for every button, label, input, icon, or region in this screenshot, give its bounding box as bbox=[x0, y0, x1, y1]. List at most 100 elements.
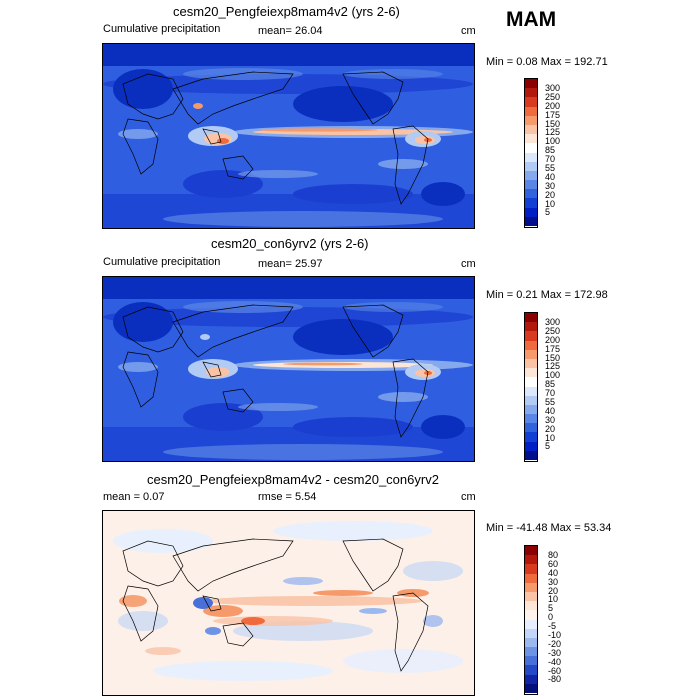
colorbar-swatch bbox=[525, 106, 537, 116]
colorbar-tick-label: -30 bbox=[548, 647, 562, 658]
colorbar-tick-label: 100 bbox=[545, 136, 561, 147]
panel-title-middle: cesm20_con6yrv2 (yrs 2-6) bbox=[211, 236, 369, 251]
panel-title-top: cesm20_Pengfeiexp8mam4v2 (yrs 2-6) bbox=[173, 4, 400, 19]
colorbar-tick-label: 5 bbox=[545, 441, 551, 452]
colorbar-bottom bbox=[524, 545, 538, 695]
colorbar-swatch bbox=[525, 432, 537, 442]
colorbar-labels-bottom: 80 60 40 30 20 10 5 0 -5 -10 -20 -30 -40… bbox=[548, 551, 561, 684]
colorbar-swatch bbox=[525, 441, 537, 451]
colorbar-tick-label: 150 bbox=[545, 352, 561, 363]
colorbar-swatch bbox=[525, 134, 537, 144]
colorbar-tick-label: 30 bbox=[548, 576, 559, 587]
colorbar-tick-label: 70 bbox=[545, 388, 556, 399]
panel-minmax-middle: Min = 0.21 Max = 172.98 bbox=[486, 289, 608, 301]
colorbar-tick-label: 80 bbox=[548, 550, 559, 560]
colorbar-swatch bbox=[525, 601, 537, 611]
panel-units-top: cm bbox=[461, 25, 476, 37]
colorbar-swatch bbox=[525, 79, 537, 89]
colorbar-swatch bbox=[525, 423, 537, 433]
colorbar-swatch bbox=[525, 647, 537, 657]
colorbar-tick-label: -40 bbox=[548, 656, 562, 667]
colorbar-tick-label: 175 bbox=[545, 109, 561, 120]
colorbar-tick-label: 150 bbox=[545, 118, 561, 129]
colorbar-swatch bbox=[525, 665, 537, 675]
colorbar-swatch bbox=[525, 395, 537, 405]
colorbar-tick-label: 55 bbox=[545, 163, 556, 174]
colorbar-swatch bbox=[525, 656, 537, 666]
colorbar-tick-label: 85 bbox=[545, 379, 556, 390]
colorbar-swatch bbox=[525, 404, 537, 415]
panel-minmax-bottom: Min = -41.48 Max = 53.34 bbox=[486, 522, 612, 534]
colorbar-swatch bbox=[525, 124, 537, 135]
panel-units-middle: cm bbox=[461, 258, 476, 270]
colorbar-middle bbox=[524, 312, 538, 462]
colorbar-swatch bbox=[525, 216, 537, 226]
colorbar-swatch bbox=[525, 573, 537, 583]
colorbar-swatch bbox=[525, 358, 537, 369]
colorbar-swatch bbox=[525, 313, 537, 323]
colorbar-swatch bbox=[525, 619, 537, 629]
panel-units-bottom: cm bbox=[461, 491, 476, 503]
colorbar-top bbox=[524, 78, 538, 228]
colorbar-tick-label: 125 bbox=[545, 361, 561, 372]
colorbar-swatch bbox=[525, 610, 537, 620]
colorbar-labels-top: 300 250 200 175 150 125 100 85 70 55 40 … bbox=[545, 84, 560, 217]
colorbar-tick-label: 40 bbox=[545, 171, 556, 182]
colorbar-swatch bbox=[525, 322, 537, 332]
colorbar-tick-label: 200 bbox=[545, 334, 561, 345]
colorbar-tick-label: 20 bbox=[545, 189, 556, 200]
precip-map-top bbox=[102, 43, 475, 229]
colorbar-swatch bbox=[525, 582, 537, 592]
colorbar-tick-label: 20 bbox=[545, 423, 556, 434]
colorbar-tick-label: 10 bbox=[545, 432, 556, 443]
colorbar-tick-label: 0 bbox=[548, 612, 554, 623]
colorbar-tick-label: 200 bbox=[545, 100, 561, 111]
colorbar-tick-label: -20 bbox=[548, 638, 562, 649]
colorbar-swatch bbox=[525, 564, 537, 574]
colorbar-swatch bbox=[525, 683, 537, 693]
colorbar-tick-label: 10 bbox=[548, 594, 559, 605]
colorbar-swatch bbox=[525, 88, 537, 98]
colorbar-tick-label: 5 bbox=[545, 207, 551, 218]
colorbar-swatch bbox=[525, 637, 537, 648]
colorbar-tick-label: 20 bbox=[548, 585, 559, 596]
colorbar-tick-label: 85 bbox=[545, 145, 556, 156]
panel-mean-bottom: mean = 0.07 bbox=[103, 491, 165, 503]
colorbar-tick-label: 175 bbox=[545, 343, 561, 354]
difference-map-bottom bbox=[102, 510, 475, 696]
colorbar-tick-label: 5 bbox=[548, 603, 554, 614]
colorbar-swatch bbox=[525, 674, 537, 684]
colorbar-tick-label: 300 bbox=[545, 83, 561, 93]
colorbar-tick-label: 10 bbox=[545, 198, 556, 209]
panel-title-bottom: cesm20_Pengfeiexp8mam4v2 - cesm20_con6yr… bbox=[147, 472, 439, 487]
colorbar-tick-label: -10 bbox=[548, 630, 562, 641]
precip-map-middle bbox=[102, 276, 475, 462]
panel-minmax-top: Min = 0.08 Max = 192.71 bbox=[486, 56, 608, 68]
colorbar-swatch bbox=[525, 340, 537, 350]
colorbar-swatch bbox=[525, 591, 537, 602]
colorbar-swatch bbox=[525, 152, 537, 162]
colorbar-tick-label: 55 bbox=[545, 397, 556, 408]
colorbar-swatch bbox=[525, 189, 537, 199]
colorbar-labels-middle: 300 250 200 175 150 125 100 85 70 55 40 … bbox=[545, 318, 560, 451]
colorbar-tick-label: -60 bbox=[548, 665, 562, 676]
colorbar-tick-label: 40 bbox=[545, 405, 556, 416]
colorbar-swatch bbox=[525, 143, 537, 153]
colorbar-tick-label: 100 bbox=[545, 370, 561, 381]
panel-rmse-bottom: rmse = 5.54 bbox=[258, 491, 317, 503]
colorbar-swatch bbox=[525, 386, 537, 396]
panel-left-label-top: Cumulative precipitation bbox=[103, 23, 221, 35]
colorbar-swatch bbox=[525, 546, 537, 556]
colorbar-tick-label: -80 bbox=[548, 674, 562, 685]
colorbar-swatch bbox=[525, 207, 537, 217]
colorbar-swatch bbox=[525, 97, 537, 107]
colorbar-swatch bbox=[525, 198, 537, 208]
colorbar-tick-label: 30 bbox=[545, 414, 556, 425]
colorbar-swatch bbox=[525, 180, 537, 190]
colorbar-tick-label: 40 bbox=[548, 567, 559, 578]
panel-left-label-middle: Cumulative precipitation bbox=[103, 256, 221, 268]
colorbar-tick-label: 300 bbox=[545, 317, 561, 327]
colorbar-tick-label: 250 bbox=[545, 325, 561, 336]
colorbar-tick-label: 60 bbox=[548, 558, 559, 569]
colorbar-swatch bbox=[525, 331, 537, 341]
